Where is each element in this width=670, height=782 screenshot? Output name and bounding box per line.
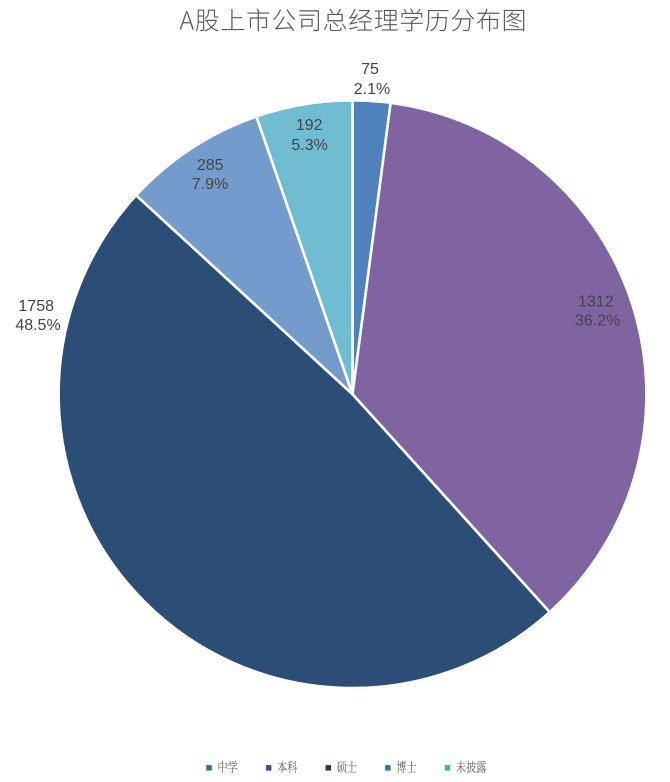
svg-text:48.5%: 48.5% [15,317,60,334]
svg-text:285: 285 [197,157,224,174]
svg-text:5.3%: 5.3% [291,137,327,154]
svg-text:36.2%: 36.2% [575,312,620,329]
svg-text:2.1%: 2.1% [354,81,390,98]
svg-text:1312: 1312 [578,293,614,310]
svg-text:1758: 1758 [18,298,54,315]
svg-text:7.9%: 7.9% [192,176,228,193]
svg-text:75: 75 [361,61,379,78]
svg-text:192: 192 [296,117,323,134]
